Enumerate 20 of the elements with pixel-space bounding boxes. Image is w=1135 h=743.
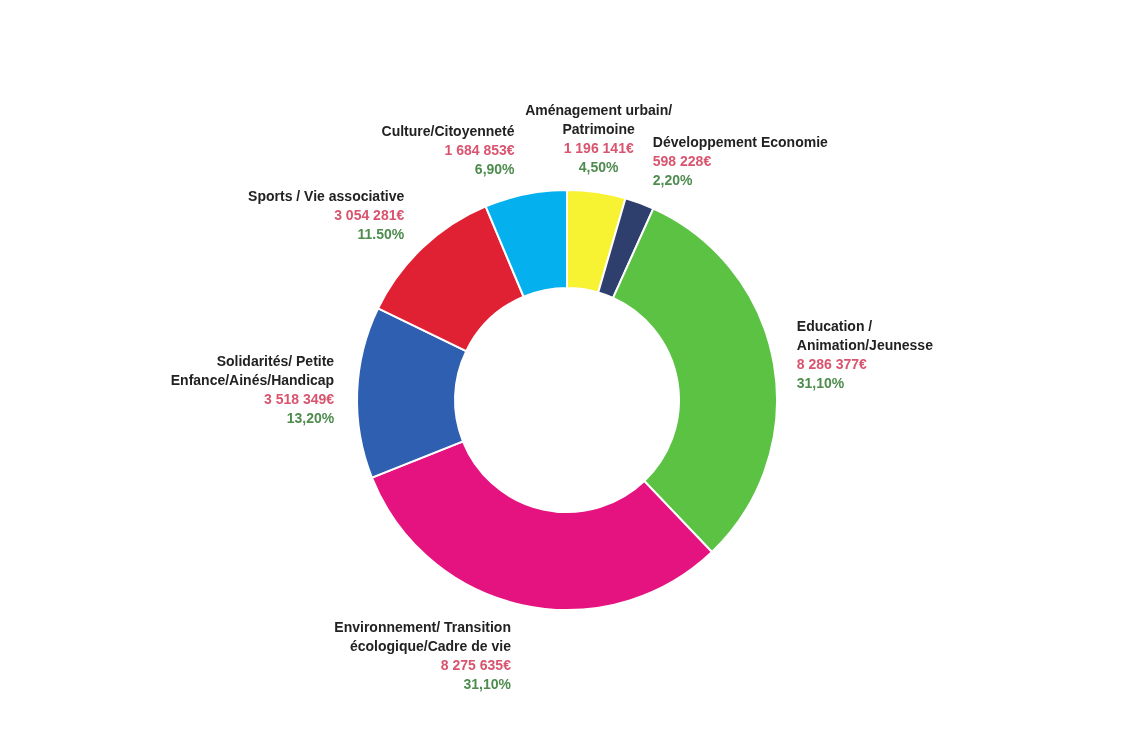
text: 11.50% [357,225,405,242]
data-label: 3 054 281€ [334,206,405,223]
text: 4,50% [578,159,620,176]
data-label: 598 228€ [652,153,712,170]
slice-label: Education / Animation/Jeunesse [796,318,934,354]
slice-label: Sports / Vie associative [248,187,405,204]
text: 31,10% [796,375,845,392]
text: 2,20% [652,172,694,189]
text: 31,10% [463,676,512,693]
slice-label: Culture/Citoyenneté [381,123,515,140]
text: 6,90% [474,161,516,178]
text: 13,20% [286,409,335,426]
slice-label: Environnement/ Transition écologique/Cadre de vie [334,619,512,655]
data-label: 8 286 377€ [796,356,868,373]
slice-label: Solidarités/ Petite Enfance/Ainés/Handicap [170,352,335,388]
data-label: 1 196 141€ [563,140,634,157]
data-label: 1 684 853€ [444,142,515,159]
data-label: 3 518 349€ [264,390,335,407]
slice-label: Développement Economie [652,134,829,151]
data-label: 8 275 635€ [440,657,512,674]
